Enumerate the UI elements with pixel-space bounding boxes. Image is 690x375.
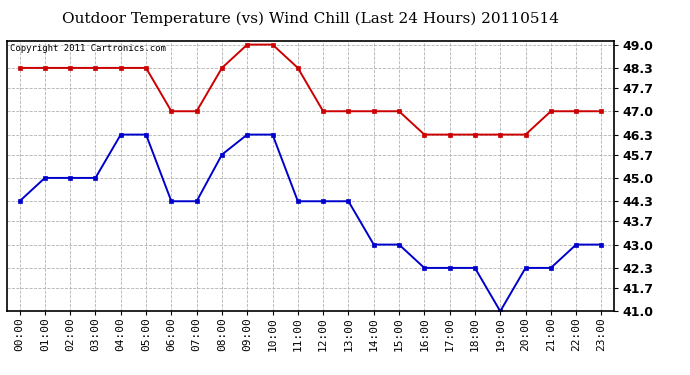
Text: Outdoor Temperature (vs) Wind Chill (Last 24 Hours) 20110514: Outdoor Temperature (vs) Wind Chill (Las… (62, 11, 559, 26)
Text: Copyright 2011 Cartronics.com: Copyright 2011 Cartronics.com (10, 44, 166, 53)
